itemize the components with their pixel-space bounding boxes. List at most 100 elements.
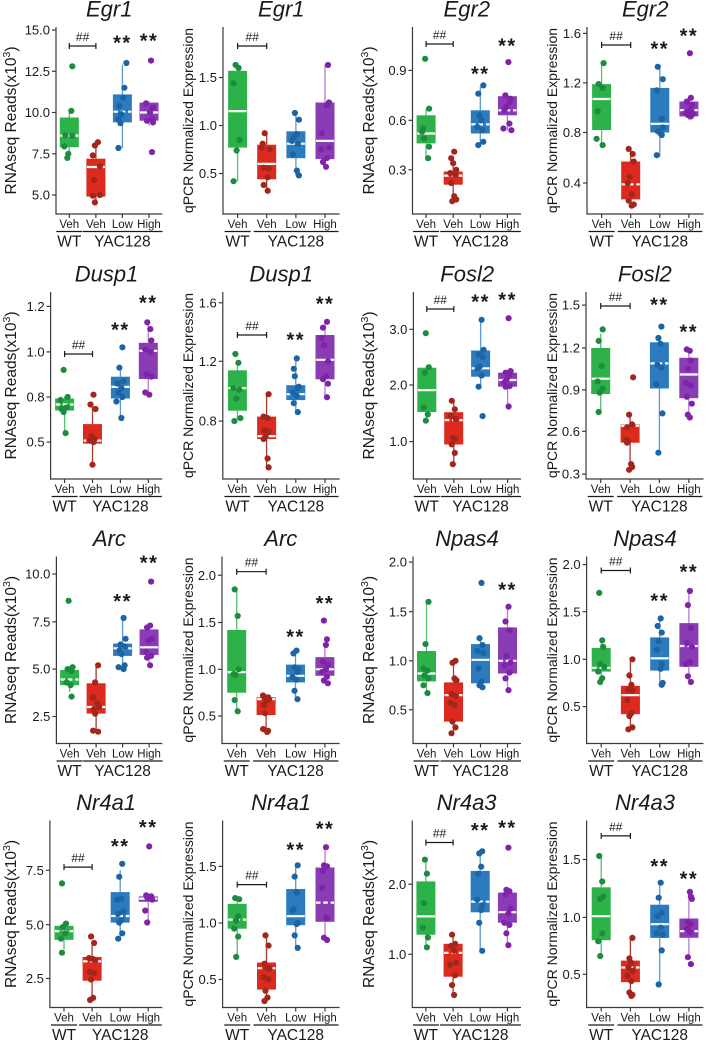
svg-text:YAC128: YAC128 xyxy=(631,1027,688,1041)
svg-text:Dusp1: Dusp1 xyxy=(249,262,313,287)
svg-text:1.5: 1.5 xyxy=(562,298,580,313)
svg-text:Veh: Veh xyxy=(416,219,436,231)
svg-text:##: ## xyxy=(434,293,448,307)
svg-text:WT: WT xyxy=(414,234,439,251)
svg-text:Nr4a3: Nr4a3 xyxy=(437,790,498,815)
svg-text:0.8: 0.8 xyxy=(27,390,45,405)
svg-text:YAC128: YAC128 xyxy=(267,763,324,780)
svg-text:1.6: 1.6 xyxy=(199,295,217,310)
svg-text:Arc: Arc xyxy=(91,526,126,551)
svg-text:YAC128: YAC128 xyxy=(268,234,325,251)
svg-text:1.0: 1.0 xyxy=(563,652,581,667)
svg-text:**: ** xyxy=(316,818,335,840)
svg-text:**: ** xyxy=(140,553,159,575)
svg-text:Veh: Veh xyxy=(55,484,75,496)
svg-text:0.5: 0.5 xyxy=(199,166,217,181)
svg-text:Fosl2: Fosl2 xyxy=(618,262,672,287)
svg-text:5.0: 5.0 xyxy=(26,917,44,932)
svg-text:1.2: 1.2 xyxy=(27,299,45,314)
svg-text:0.6: 0.6 xyxy=(562,424,580,439)
svg-text:WT: WT xyxy=(57,234,82,251)
svg-text:Veh: Veh xyxy=(416,1013,436,1025)
svg-text:1.5: 1.5 xyxy=(198,615,216,630)
svg-text:##: ## xyxy=(76,30,90,44)
svg-text:##: ## xyxy=(246,30,260,44)
svg-text:Veh: Veh xyxy=(620,749,640,761)
svg-text:0.3: 0.3 xyxy=(388,162,406,177)
svg-text:Low: Low xyxy=(112,749,134,761)
svg-text:Egr2: Egr2 xyxy=(444,0,490,22)
svg-text:1.0: 1.0 xyxy=(563,910,581,925)
svg-text:Veh: Veh xyxy=(417,484,437,496)
svg-text:Low: Low xyxy=(470,219,492,231)
svg-text:1.2: 1.2 xyxy=(563,76,581,91)
svg-text:WT: WT xyxy=(226,234,251,251)
svg-text:**: ** xyxy=(139,817,158,839)
svg-text:0.9: 0.9 xyxy=(562,383,580,398)
svg-text:1.0: 1.0 xyxy=(389,434,407,449)
svg-text:Egr1: Egr1 xyxy=(86,0,132,22)
svg-text:Fosl2: Fosl2 xyxy=(440,262,494,287)
svg-text:##: ## xyxy=(245,319,259,333)
svg-text:YAC128: YAC128 xyxy=(631,499,688,516)
svg-text:Veh: Veh xyxy=(257,484,277,496)
svg-text:WT: WT xyxy=(414,1027,439,1041)
svg-text:##: ## xyxy=(245,556,259,570)
svg-text:High: High xyxy=(677,484,701,496)
svg-text:WT: WT xyxy=(589,1027,614,1041)
svg-text:Veh: Veh xyxy=(227,484,247,496)
svg-text:High: High xyxy=(496,1013,520,1025)
svg-text:Veh: Veh xyxy=(59,219,79,231)
svg-text:Nr4a3: Nr4a3 xyxy=(615,790,676,815)
svg-text:**: ** xyxy=(316,294,335,316)
svg-text:Nr4a1: Nr4a1 xyxy=(251,790,311,815)
svg-text:qPCR Normalized Expression: qPCR Normalized Expression xyxy=(544,28,560,213)
svg-text:qPCR Normalized Expression: qPCR Normalized Expression xyxy=(180,28,196,213)
svg-text:High: High xyxy=(136,484,160,496)
svg-text:Veh: Veh xyxy=(591,1013,611,1025)
svg-text:YAC128: YAC128 xyxy=(268,499,325,516)
svg-text:High: High xyxy=(496,484,520,496)
svg-text:RNAseq Reads(x103): RNAseq Reads(x103) xyxy=(1,576,20,724)
svg-text:2.5: 2.5 xyxy=(32,709,50,724)
svg-text:**: ** xyxy=(316,593,335,615)
svg-text:High: High xyxy=(677,1013,701,1025)
svg-text:Low: Low xyxy=(112,219,134,231)
svg-text:0.4: 0.4 xyxy=(563,176,581,191)
svg-text:Veh: Veh xyxy=(83,484,103,496)
svg-text:##: ## xyxy=(71,851,85,865)
svg-text:##: ## xyxy=(433,827,447,841)
svg-text:3.0: 3.0 xyxy=(389,322,407,337)
svg-text:RNAseq Reads(x103): RNAseq Reads(x103) xyxy=(359,576,378,724)
svg-text:1.5: 1.5 xyxy=(389,604,407,619)
svg-text:**: ** xyxy=(139,293,158,315)
svg-text:RNAseq Reads(x103): RNAseq Reads(x103) xyxy=(1,840,20,988)
svg-text:##: ## xyxy=(72,338,86,352)
svg-text:Low: Low xyxy=(470,749,492,761)
svg-text:WT: WT xyxy=(415,499,440,516)
svg-text:YAC128: YAC128 xyxy=(267,1027,324,1041)
svg-text:0.8: 0.8 xyxy=(563,125,581,140)
svg-text:Low: Low xyxy=(649,1013,671,1025)
svg-text:**: ** xyxy=(680,322,699,344)
svg-text:##: ## xyxy=(609,820,623,834)
svg-text:**: ** xyxy=(286,627,305,649)
svg-text:Low: Low xyxy=(649,219,671,231)
svg-text:Egr2: Egr2 xyxy=(622,0,668,22)
svg-text:**: ** xyxy=(680,26,699,48)
svg-text:**: ** xyxy=(471,820,490,842)
svg-text:qPCR Normalized Expression: qPCR Normalized Expression xyxy=(544,557,560,742)
svg-text:0.5: 0.5 xyxy=(563,699,581,714)
svg-text:1.2: 1.2 xyxy=(562,341,580,356)
svg-text:High: High xyxy=(313,219,337,231)
svg-text:Veh: Veh xyxy=(86,219,106,231)
svg-text:Veh: Veh xyxy=(227,1013,247,1025)
svg-text:7.5: 7.5 xyxy=(32,614,50,629)
svg-text:**: ** xyxy=(650,590,669,612)
svg-text:**: ** xyxy=(140,31,159,53)
svg-text:YAC128: YAC128 xyxy=(94,234,151,251)
svg-text:High: High xyxy=(496,749,520,761)
svg-text:5.0: 5.0 xyxy=(32,188,50,203)
svg-text:**: ** xyxy=(651,39,670,61)
svg-text:Npas4: Npas4 xyxy=(613,526,677,551)
